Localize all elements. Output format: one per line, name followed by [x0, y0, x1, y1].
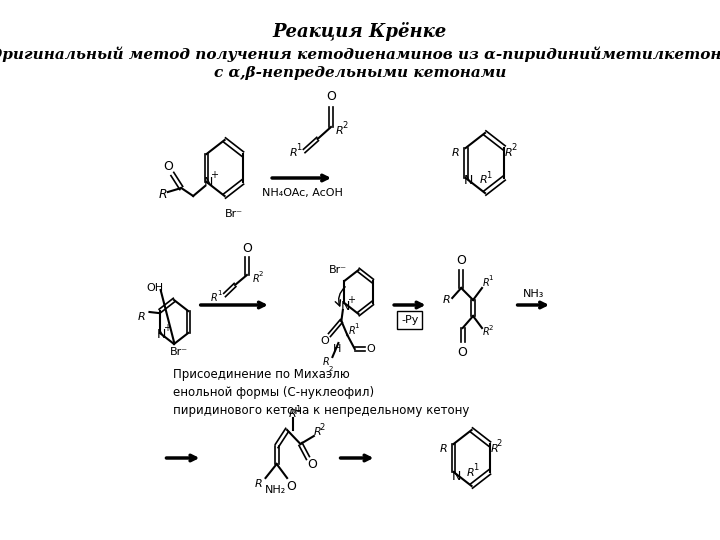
- Text: 2: 2: [320, 422, 325, 431]
- Text: Br⁻: Br⁻: [225, 209, 243, 219]
- Text: R: R: [138, 312, 145, 322]
- Text: R: R: [490, 444, 498, 454]
- Text: NH₃: NH₃: [523, 289, 544, 299]
- Text: Br⁻: Br⁻: [328, 265, 347, 275]
- Text: Реакция Крёнке: Реакция Крёнке: [273, 22, 447, 41]
- Text: 1: 1: [486, 171, 491, 179]
- Text: O: O: [287, 480, 297, 492]
- Text: R: R: [255, 479, 263, 489]
- Text: R: R: [480, 175, 487, 185]
- Text: OH: OH: [146, 283, 163, 293]
- Text: N: N: [157, 328, 166, 341]
- Text: Присоединение по Михаэлю
енольной формы (С-нуклеофил)
пиридинового кетона к непр: Присоединение по Михаэлю енольной формы …: [173, 368, 469, 417]
- Text: R: R: [323, 357, 330, 367]
- Text: 2: 2: [259, 271, 264, 277]
- Text: O: O: [320, 336, 329, 346]
- Text: O: O: [242, 241, 252, 254]
- Text: N: N: [341, 300, 351, 314]
- Text: 1: 1: [297, 143, 302, 152]
- Text: 1: 1: [473, 463, 478, 472]
- Text: +: +: [210, 170, 218, 180]
- Text: R: R: [348, 326, 355, 336]
- Text: R: R: [159, 187, 168, 200]
- Text: R: R: [467, 468, 474, 478]
- Text: +: +: [347, 295, 355, 305]
- Text: 2: 2: [511, 144, 517, 152]
- Text: H: H: [333, 344, 341, 354]
- Text: Br⁻: Br⁻: [169, 347, 187, 357]
- Text: R: R: [290, 148, 297, 158]
- Text: R: R: [451, 148, 459, 158]
- Text: O: O: [326, 91, 336, 104]
- Text: R: R: [253, 274, 259, 284]
- Text: R: R: [442, 295, 450, 305]
- Text: O: O: [366, 344, 376, 354]
- Text: Оригинальный метод получения кетодиенаминов из α-пиридинийметилкетона
с α,β-непр: Оригинальный метод получения кетодиенами…: [0, 46, 720, 80]
- Text: O: O: [307, 457, 318, 470]
- Text: 1: 1: [295, 404, 300, 414]
- Text: 2: 2: [489, 325, 493, 331]
- Text: R: R: [505, 148, 513, 158]
- Text: NH₄OAc, AcOH: NH₄OAc, AcOH: [261, 188, 343, 198]
- Text: N: N: [203, 176, 212, 188]
- Text: NH₂: NH₂: [264, 485, 286, 495]
- Text: R: R: [439, 444, 447, 454]
- Text: 1: 1: [217, 290, 222, 296]
- Text: O: O: [458, 346, 467, 359]
- Text: R: R: [483, 327, 490, 337]
- Text: R: R: [314, 427, 321, 437]
- Text: 1: 1: [489, 275, 493, 281]
- Text: +: +: [163, 323, 171, 333]
- Text: O: O: [456, 253, 466, 267]
- Text: 1: 1: [354, 323, 359, 329]
- Text: -Py: -Py: [401, 315, 418, 325]
- Text: 2: 2: [343, 120, 348, 130]
- Text: R: R: [336, 126, 343, 136]
- Text: 2: 2: [497, 440, 502, 449]
- Text: R: R: [483, 278, 490, 288]
- Text: N: N: [452, 469, 462, 483]
- Text: R: R: [211, 293, 217, 303]
- Text: R: R: [289, 409, 297, 419]
- Text: O: O: [163, 159, 173, 172]
- Text: N: N: [464, 173, 473, 186]
- Text: 2: 2: [329, 366, 333, 372]
